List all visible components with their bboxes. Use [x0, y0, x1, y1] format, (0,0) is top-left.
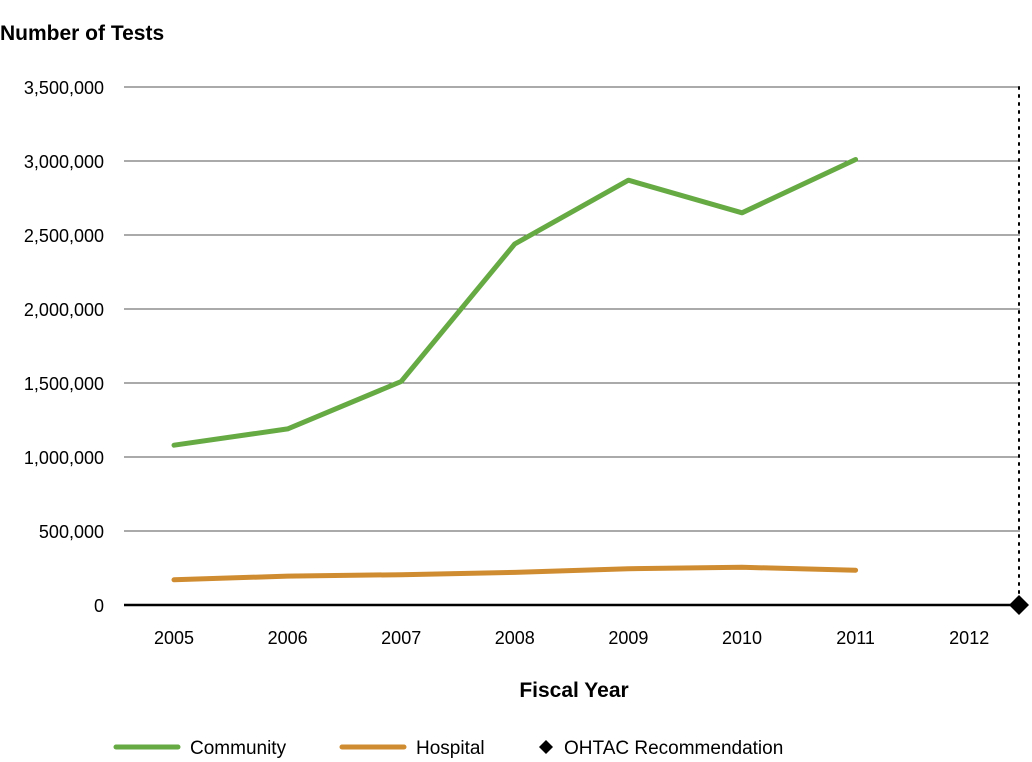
- x-tick-label: 2012: [949, 628, 989, 648]
- y-axis-ticks: 0 500,000 1,000,000 1,500,000 2,000,000 2,500…: [24, 78, 104, 616]
- y-tick-label: 500,000: [39, 522, 104, 542]
- gridlines: [124, 86, 1020, 607]
- legend-label: Hospital: [416, 738, 485, 759]
- legend-diamond-icon: [539, 740, 553, 754]
- series-lines: [171, 157, 859, 583]
- x-tick-label: 2007: [381, 628, 421, 648]
- y-tick-label: 3,500,000: [24, 78, 104, 98]
- legend-label: OHTAC Recommendation: [564, 738, 783, 759]
- ohtac-diamond-marker: [1009, 595, 1029, 615]
- y-tick-label: 2,500,000: [24, 226, 104, 246]
- x-tick-label: 2005: [154, 628, 194, 648]
- y-tick-label: 0: [94, 596, 104, 616]
- x-tick-label: 2008: [495, 628, 535, 648]
- y-tick-label: 2,000,000: [24, 300, 104, 320]
- x-tick-label: 2010: [722, 628, 762, 648]
- y-tick-label: 1,000,000: [24, 448, 104, 468]
- y-tick-label: 3,000,000: [24, 152, 104, 172]
- x-tick-label: 2009: [608, 628, 648, 648]
- legend: Community Hospital OHTAC Recommendation: [113, 738, 783, 759]
- x-axis-ticks: 2005 2006 2007 2008 2009 2010 2011 2012: [154, 628, 989, 648]
- x-tick-label: 2006: [268, 628, 308, 648]
- series-line-hospital: [171, 564, 859, 583]
- y-tick-label: 1,500,000: [24, 374, 104, 394]
- x-axis-title: Fiscal Year: [519, 679, 628, 702]
- x-tick-label: 2011: [836, 628, 875, 648]
- ohtac-annotation: [1009, 86, 1029, 615]
- y-axis-title: Number of Tests: [0, 22, 164, 45]
- legend-label: Community: [190, 738, 287, 759]
- series-line-community: [171, 157, 859, 448]
